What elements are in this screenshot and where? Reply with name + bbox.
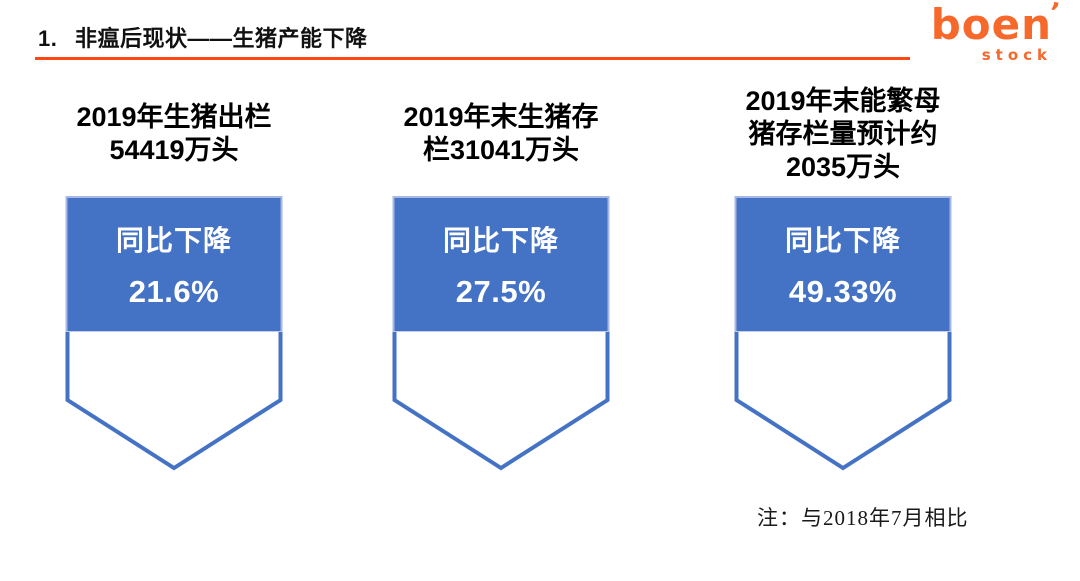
banner-value: 49.33% (788, 274, 898, 309)
boen-stock-logo: boen ’ stock (931, 0, 1063, 64)
heading-line: 2019年末能繁母 (745, 85, 941, 116)
banner-value: 21.6% (128, 274, 220, 309)
pennant-tail-shape (392, 332, 610, 471)
logo-brand-text: boen ’ (931, 0, 1063, 46)
pennant-tail-shape (734, 332, 952, 471)
heading-line: 猪存栏量预计约 (748, 118, 938, 149)
banner-label: 同比下降 (784, 225, 901, 256)
heading-line: 2019年末生猪存 (403, 102, 599, 132)
title-underline (35, 57, 910, 60)
banner-rectangle: 同比下降 27.5% (392, 196, 610, 332)
heading-line: 栏31041万头 (422, 135, 580, 165)
pennant-banner: 同比下降 21.6% (65, 196, 283, 472)
slide-title: 1. 非瘟后现状——生猪产能下降 (38, 21, 368, 53)
heading-line: 2035万头 (785, 151, 901, 182)
banner-value: 27.5% (455, 274, 547, 309)
banner-rectangle: 同比下降 49.33% (734, 196, 952, 332)
column-heading: 2019年末能繁母 猪存栏量预计约 2035万头 (703, 84, 983, 184)
banner-rectangle: 同比下降 21.6% (65, 196, 283, 332)
banner-label: 同比下降 (442, 225, 559, 256)
slide-title-text: 非瘟后现状——生猪产能下降 (75, 26, 368, 51)
column-heading: 2019年生猪出栏 54419万头 (34, 84, 314, 184)
heading-line: 2019年生猪出栏 (76, 102, 272, 132)
heading-line: 54419万头 (109, 135, 239, 165)
footnote: 注：与2018年7月相比 (757, 506, 969, 530)
slide-title-number: 1. (38, 26, 58, 51)
logo-sub-text: stock (981, 46, 1052, 64)
column-heading: 2019年末生猪存 栏31041万头 (361, 84, 641, 184)
pennant-tail-shape (65, 332, 283, 471)
pennant-banner: 同比下降 49.33% (734, 196, 952, 472)
logo-brand-word: boen (930, 0, 1052, 49)
pennant-banner: 同比下降 27.5% (392, 196, 610, 472)
banner-label: 同比下降 (115, 225, 232, 256)
